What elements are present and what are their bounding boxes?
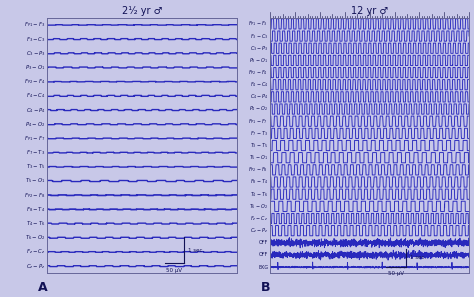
Text: $T_3-T_5$: $T_3-T_5$ [250,141,268,150]
Text: $T_6-O_2$: $T_6-O_2$ [25,233,46,242]
Text: $C_4-P_4$: $C_4-P_4$ [250,92,268,101]
Text: $F_{P2}-F_4$: $F_{P2}-F_4$ [248,68,268,77]
Text: 1 sec.: 1 sec. [188,248,204,253]
Text: $F_{P1}-F_3$: $F_{P1}-F_3$ [248,19,268,28]
Text: $T_4-T_6$: $T_4-T_6$ [26,219,46,228]
Text: $F_{P2}-F_4$: $F_{P2}-F_4$ [24,77,46,86]
Text: $T_4-T_6$: $T_4-T_6$ [250,190,268,199]
Text: $F_4-C_4$: $F_4-C_4$ [26,91,46,100]
Text: OFF: OFF [259,240,268,245]
Text: $F_3-C_3$: $F_3-C_3$ [26,35,46,44]
Text: $F_{P2}-F_8$: $F_{P2}-F_8$ [24,191,46,200]
Text: $P_3-O_1$: $P_3-O_1$ [249,56,268,65]
Text: $P_4-O_2$: $P_4-O_2$ [25,120,46,129]
Text: $T_3-T_5$: $T_3-T_5$ [26,162,46,171]
Text: $F_7-T_3$: $F_7-T_3$ [26,148,46,157]
Text: $F_{P1}-F_7$: $F_{P1}-F_7$ [248,117,268,126]
Text: 1 sec.: 1 sec. [410,255,426,260]
Text: $C_3-P_3$: $C_3-P_3$ [250,44,268,53]
Text: $F_z-C_z$: $F_z-C_z$ [250,214,268,223]
Text: $F_z-C_z$: $F_z-C_z$ [26,247,46,256]
Text: B: B [261,281,270,294]
Text: $F_7-T_3$: $F_7-T_3$ [250,129,268,138]
Text: $F_3-C_3$: $F_3-C_3$ [250,31,268,40]
Text: $C_4-P_4$: $C_4-P_4$ [26,106,46,115]
Text: $T_5-O_1$: $T_5-O_1$ [25,176,46,185]
Text: OFF: OFF [259,252,268,257]
Title: 12 yr ♂: 12 yr ♂ [351,6,388,16]
Text: $F_{P1}-F_3$: $F_{P1}-F_3$ [24,20,46,29]
Text: $T_6-O_2$: $T_6-O_2$ [249,202,268,211]
Text: $P_4-O_2$: $P_4-O_2$ [249,105,268,113]
Text: $F_8-T_4$: $F_8-T_4$ [26,205,46,214]
Text: $P_3-O_1$: $P_3-O_1$ [25,63,46,72]
Text: $T_5-O_1$: $T_5-O_1$ [249,153,268,162]
Text: 50 μV: 50 μV [166,268,182,273]
Text: $F_{P2}-F_8$: $F_{P2}-F_8$ [248,165,268,174]
Text: 50 μV: 50 μV [388,271,403,276]
Text: $F_8-T_4$: $F_8-T_4$ [250,178,268,187]
Text: $C_z-P_z$: $C_z-P_z$ [250,226,268,235]
Text: $C_z-P_z$: $C_z-P_z$ [26,262,46,271]
Title: 2¹⁄₂ yr ♂: 2¹⁄₂ yr ♂ [122,6,163,16]
Text: $F_{P1}-F_7$: $F_{P1}-F_7$ [24,134,46,143]
Text: A: A [38,281,47,294]
Text: $F_4-C_4$: $F_4-C_4$ [250,80,268,89]
Text: $C_3-P_3$: $C_3-P_3$ [26,49,46,58]
Text: EKG: EKG [258,265,268,270]
